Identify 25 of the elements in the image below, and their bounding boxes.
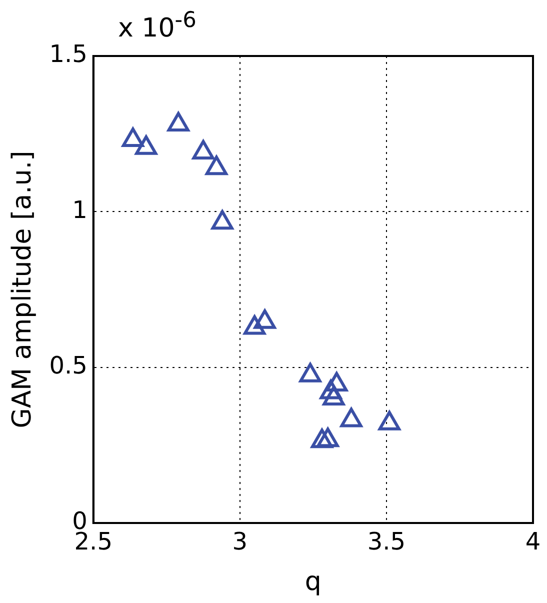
x-tick-label: 4 [525,528,541,556]
point [244,315,266,335]
point [340,408,362,428]
point [310,428,334,448]
point [167,112,190,132]
point [135,135,158,155]
point [326,372,348,392]
point [378,410,400,430]
y-axis-title: GAM amplitude [a.u.] [7,150,38,428]
y-tick-label: 1.5 [49,40,88,68]
point [320,380,342,400]
y-tick-label: 1 [72,196,88,224]
point [122,128,144,148]
point [322,386,345,406]
x-tick-label: 3.5 [367,528,406,556]
point [211,210,234,230]
x-axis-title: q [304,567,322,598]
x-tick-label: 3 [232,528,248,556]
y-tick-label: 0.5 [49,352,88,380]
point [192,140,214,160]
point [254,309,276,329]
point [299,362,322,382]
text: x 10$^{-6}$ [118,8,196,44]
point [205,156,228,176]
point [316,428,339,448]
